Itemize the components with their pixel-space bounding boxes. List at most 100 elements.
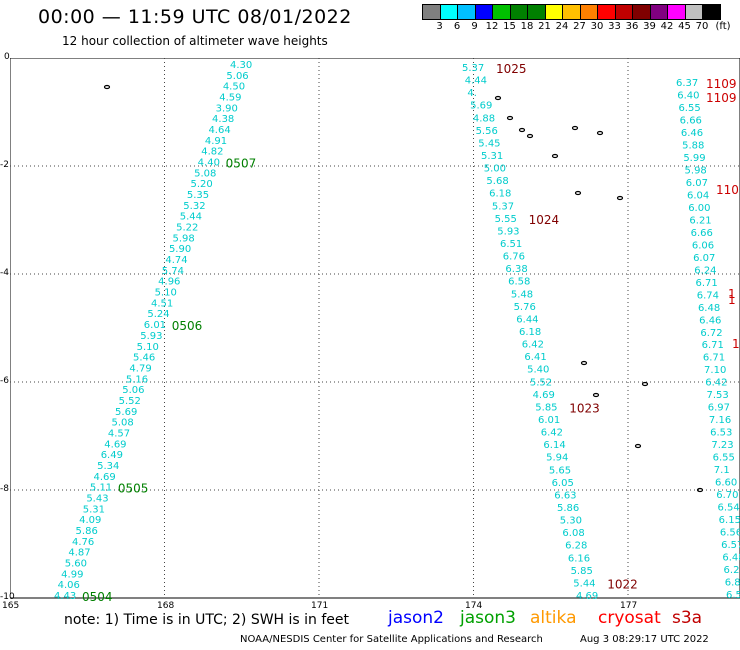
track3-swh-value: 6.42 xyxy=(705,378,727,389)
track2-swh-value: 5.52 xyxy=(530,377,552,388)
track1-swh-value: 4.74 xyxy=(165,255,187,266)
track1-time-label: 0504 xyxy=(82,590,113,604)
track1-swh-value: 5.20 xyxy=(190,179,212,190)
track3-swh-value: 6.57 xyxy=(721,540,740,551)
legend-label: 9 xyxy=(471,21,478,32)
track3-swh-value: 6.46 xyxy=(681,128,703,139)
y-tick-label: -6 xyxy=(0,376,9,386)
track3-time-label: 110 xyxy=(716,183,739,197)
track2-swh-value: 5.85 xyxy=(571,566,593,577)
track1-swh-value: 5.74 xyxy=(162,266,184,277)
track3-swh-value: 6.54 xyxy=(717,503,739,514)
track3-time-label: 1109 xyxy=(706,77,737,91)
track1-swh-value: 5.43 xyxy=(86,493,108,504)
track1-swh-value: 5.98 xyxy=(173,233,195,244)
track1-swh-value: 4.82 xyxy=(201,147,223,158)
track3-time-label: 1 xyxy=(728,287,736,301)
track3-swh-value: 5.99 xyxy=(683,153,705,164)
track3-time-label: 1 xyxy=(732,337,740,351)
track3-swh-value: 6.74 xyxy=(697,290,719,301)
track3-swh-value: 6.06 xyxy=(692,240,714,251)
track2-swh-value: 6.76 xyxy=(503,252,525,263)
track1-swh-value: 4.51 xyxy=(151,298,173,309)
credit-text: NOAA/NESDIS Center for Satellite Applica… xyxy=(240,634,543,645)
track3-swh-value: 6.66 xyxy=(680,115,702,126)
track1-time-label: 0505 xyxy=(118,482,149,496)
track3-swh-value: 7.1 xyxy=(714,465,730,476)
x-tick-label: 165 xyxy=(2,601,20,611)
track1-swh-value: 4.57 xyxy=(108,428,130,439)
legend-swatch xyxy=(492,4,511,20)
island-outline xyxy=(103,84,111,90)
track1-swh-value: 5.10 xyxy=(137,342,159,353)
track1-swh-value: 5.10 xyxy=(155,288,177,299)
track2-swh-value: 4.69 xyxy=(533,390,555,401)
legend-label: 6 xyxy=(453,21,461,32)
track1-swh-value: 4.91 xyxy=(205,136,227,147)
legend-label: 33 xyxy=(608,21,621,32)
track1-swh-value: 5.86 xyxy=(76,526,98,537)
track1-swh-value: 4.99 xyxy=(61,569,83,580)
legend-swatch xyxy=(632,4,651,20)
track2-swh-value: 5.76 xyxy=(514,302,536,313)
track2-swh-value: 5.85 xyxy=(535,402,557,413)
x-tick-label: 171 xyxy=(311,601,329,611)
track2-swh-value: 6.05 xyxy=(552,478,574,489)
track1-swh-value: 4.43 xyxy=(54,591,76,602)
legend-swatch xyxy=(527,4,546,20)
island-outline xyxy=(518,127,526,133)
legend-swatch xyxy=(614,4,633,20)
track2-swh-value: 5.45 xyxy=(478,138,500,149)
legend-label: 12 xyxy=(485,21,499,32)
track3-time-label: 1109 xyxy=(706,91,737,105)
track2-swh-value: 5.40 xyxy=(527,365,549,376)
legend-swatch xyxy=(667,4,686,20)
track1-swh-value: 4.64 xyxy=(208,125,230,136)
track1-swh-value: 5.11 xyxy=(90,483,112,494)
track1-swh-value: 4.96 xyxy=(158,277,180,288)
track2-swh-value: 6.14 xyxy=(543,440,565,451)
track2-swh-value: 6.42 xyxy=(522,340,544,351)
track1-swh-value: 4.06 xyxy=(58,580,80,591)
track2-swh-value: 5.93 xyxy=(497,226,519,237)
track1-swh-value: 4.87 xyxy=(68,548,90,559)
track1-swh-value: 5.32 xyxy=(183,201,205,212)
track1-swh-value: 6.01 xyxy=(144,320,166,331)
footer-note: note: 1) Time is in UTC; 2) SWH is in fe… xyxy=(64,612,350,628)
legend-swatch xyxy=(544,4,563,20)
track3-swh-value: 7.16 xyxy=(709,415,731,426)
island-outline xyxy=(634,443,642,449)
track1-swh-value: 4.59 xyxy=(219,93,241,104)
track1-swh-value: 5.06 xyxy=(122,385,144,396)
island-outline xyxy=(580,360,588,366)
legend-label: 45 xyxy=(678,21,691,32)
legend-swatch xyxy=(474,4,493,20)
track1-swh-value: 5.46 xyxy=(133,353,155,364)
track3-swh-value: 6.70 xyxy=(716,490,738,501)
track1-swh-value: 5.69 xyxy=(115,407,137,418)
track1-swh-value: 4.69 xyxy=(104,439,126,450)
legend-swatch xyxy=(439,4,458,20)
track3-swh-value: 7.10 xyxy=(704,365,726,376)
legend-swatch xyxy=(702,4,721,20)
track3-swh-value: 6.07 xyxy=(686,178,708,189)
track2-swh-value: 5.56 xyxy=(476,126,498,137)
track3-swh-value: 7.53 xyxy=(706,390,728,401)
track1-swh-value: 3.90 xyxy=(216,103,238,114)
track1-swh-value: 5.24 xyxy=(147,309,169,320)
track1-swh-value: 5.22 xyxy=(176,223,198,234)
legend-swatch xyxy=(509,4,528,20)
x-tick-label: 177 xyxy=(620,601,638,611)
track3-swh-value: 6.60 xyxy=(715,478,737,489)
track3-swh-value: 6.04 xyxy=(687,190,709,201)
satellite-s3a: s3a xyxy=(672,608,703,628)
legend-label: 3 xyxy=(436,21,443,32)
track2-swh-value: 6.58 xyxy=(508,277,530,288)
y-tick-label: 0 xyxy=(4,52,10,62)
island-outline xyxy=(592,392,600,398)
track1-swh-value: 5.31 xyxy=(83,504,105,515)
island-outline xyxy=(574,190,582,196)
island-outline xyxy=(551,153,559,159)
track1-swh-value: 4.76 xyxy=(72,537,94,548)
